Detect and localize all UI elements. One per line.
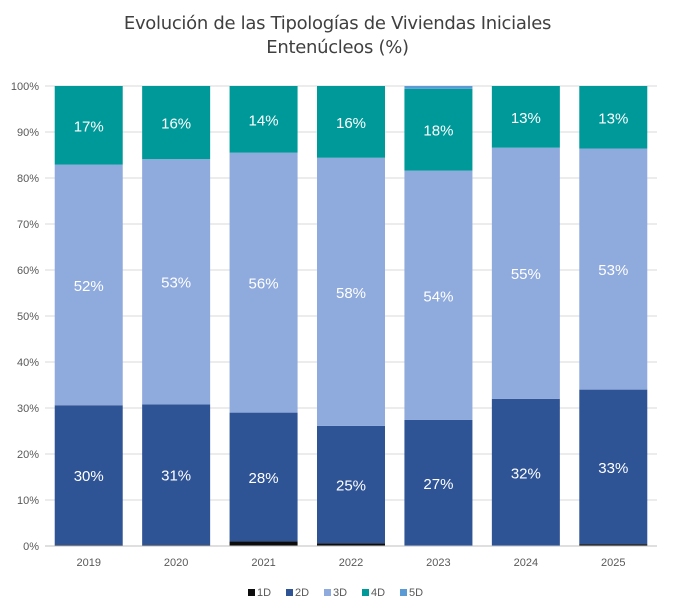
legend-label-4D: 4D: [371, 587, 385, 599]
bar-segment-3D-2020: [142, 159, 211, 405]
bar-segment-5D-2023: [404, 86, 473, 89]
data-label: 53%: [161, 275, 191, 292]
data-labels: 30% 52% 17% 31% 53% 16% 28% 56% 14% 25% 58% 16% 27% 5…: [74, 110, 629, 495]
y-tick-label: 80%: [17, 173, 39, 185]
bar-segment-4D-2020: [142, 86, 211, 160]
bar-segment-4D-2019: [54, 86, 123, 165]
y-tick-label: 0%: [23, 541, 39, 553]
legend-label-5D: 5D: [409, 587, 423, 599]
bar-segment-2D-2019: [54, 405, 123, 546]
y-tick-label: 20%: [17, 449, 39, 461]
data-label: 30%: [74, 468, 104, 485]
data-label: 13%: [511, 110, 541, 127]
bar-segment-4D-2025: [579, 86, 648, 149]
bar-segment-4D-2021: [229, 86, 298, 153]
bar-segment-3D-2022: [317, 157, 385, 426]
y-tick-label: 10%: [17, 495, 39, 507]
bar-segment-3D-2023: [404, 170, 473, 420]
y-tick-label: 30%: [17, 403, 39, 415]
data-label: 32%: [511, 465, 541, 482]
chart-title-line-1: Evolución de las Tipologías de Viviendas…: [123, 13, 552, 34]
chart-title: Evolución de las Tipologías de Viviendas…: [0, 12, 675, 60]
bar-segment-4D-2024: [491, 86, 560, 148]
y-tick-label: 90%: [17, 127, 39, 139]
x-tick-label: 2022: [339, 557, 363, 569]
bar-segment-3D-2025: [579, 148, 648, 390]
x-tick-label: 2019: [76, 557, 100, 569]
bar-segment-2D-2023: [404, 419, 473, 546]
data-label: 16%: [336, 115, 366, 132]
bar-segment-1D-2025: [579, 544, 648, 546]
y-tick-label: 70%: [17, 219, 39, 231]
data-label: 25%: [336, 478, 366, 495]
bar-segment-2D-2022: [317, 425, 385, 544]
data-label: 18%: [423, 123, 453, 140]
legend-label-2D: 2D: [295, 587, 309, 599]
bar-segment-3D-2024: [491, 147, 560, 399]
bar-segment-2D-2024: [491, 398, 560, 546]
bar-segment-4D-2023: [404, 88, 473, 171]
data-label: 27%: [423, 476, 453, 493]
y-tick-label: 60%: [17, 265, 39, 277]
data-label: 13%: [598, 110, 628, 127]
y-tick-label: 100%: [11, 81, 39, 93]
x-tick-label: 2024: [514, 557, 538, 569]
y-tick-label: 50%: [17, 311, 39, 323]
legend: 1D 2D 3D 4D 5D: [248, 587, 423, 599]
x-tick-label: 2021: [251, 557, 275, 569]
data-label: 17%: [74, 118, 104, 135]
legend-swatch-4D: [362, 589, 369, 596]
bars: [54, 86, 648, 546]
legend-label-3D: 3D: [333, 587, 347, 599]
bar-segment-3D-2019: [54, 164, 123, 406]
x-tick-label: 2025: [601, 557, 625, 569]
legend-label-1D: 1D: [257, 587, 271, 599]
data-label: 54%: [423, 288, 453, 305]
legend-swatch-1D: [248, 589, 255, 596]
x-tick-label: 2023: [426, 557, 450, 569]
data-label: 28%: [249, 470, 279, 487]
data-label: 33%: [598, 460, 628, 477]
data-label: 53%: [598, 262, 628, 279]
bar-segment-2D-2025: [579, 389, 648, 545]
data-label: 52%: [74, 278, 104, 295]
data-label: 16%: [161, 116, 191, 133]
y-tick-label: 40%: [17, 357, 39, 369]
legend-swatch-5D: [400, 589, 407, 596]
data-label: 58%: [336, 285, 366, 302]
legend-swatch-3D: [324, 589, 331, 596]
bar-segment-1D-2021: [229, 541, 298, 546]
chart-title-line-2: Entenúcleos (%): [266, 37, 409, 58]
bar-segment-2D-2021: [229, 412, 298, 542]
x-tick-label: 2020: [164, 557, 188, 569]
bar-segment-3D-2021: [229, 152, 298, 413]
data-label: 55%: [511, 266, 541, 283]
data-label: 14%: [249, 112, 279, 129]
bar-segment-2D-2020: [142, 404, 211, 546]
data-label: 31%: [161, 468, 191, 485]
axes: 0% 10% 20% 30% 40% 50% 60% 70% 80% 90% 100% 2019 202…: [11, 81, 657, 569]
data-label: 56%: [249, 276, 279, 293]
bar-segment-1D-2022: [317, 543, 385, 546]
legend-swatch-2D: [286, 589, 293, 596]
bar-segment-4D-2022: [317, 86, 385, 158]
